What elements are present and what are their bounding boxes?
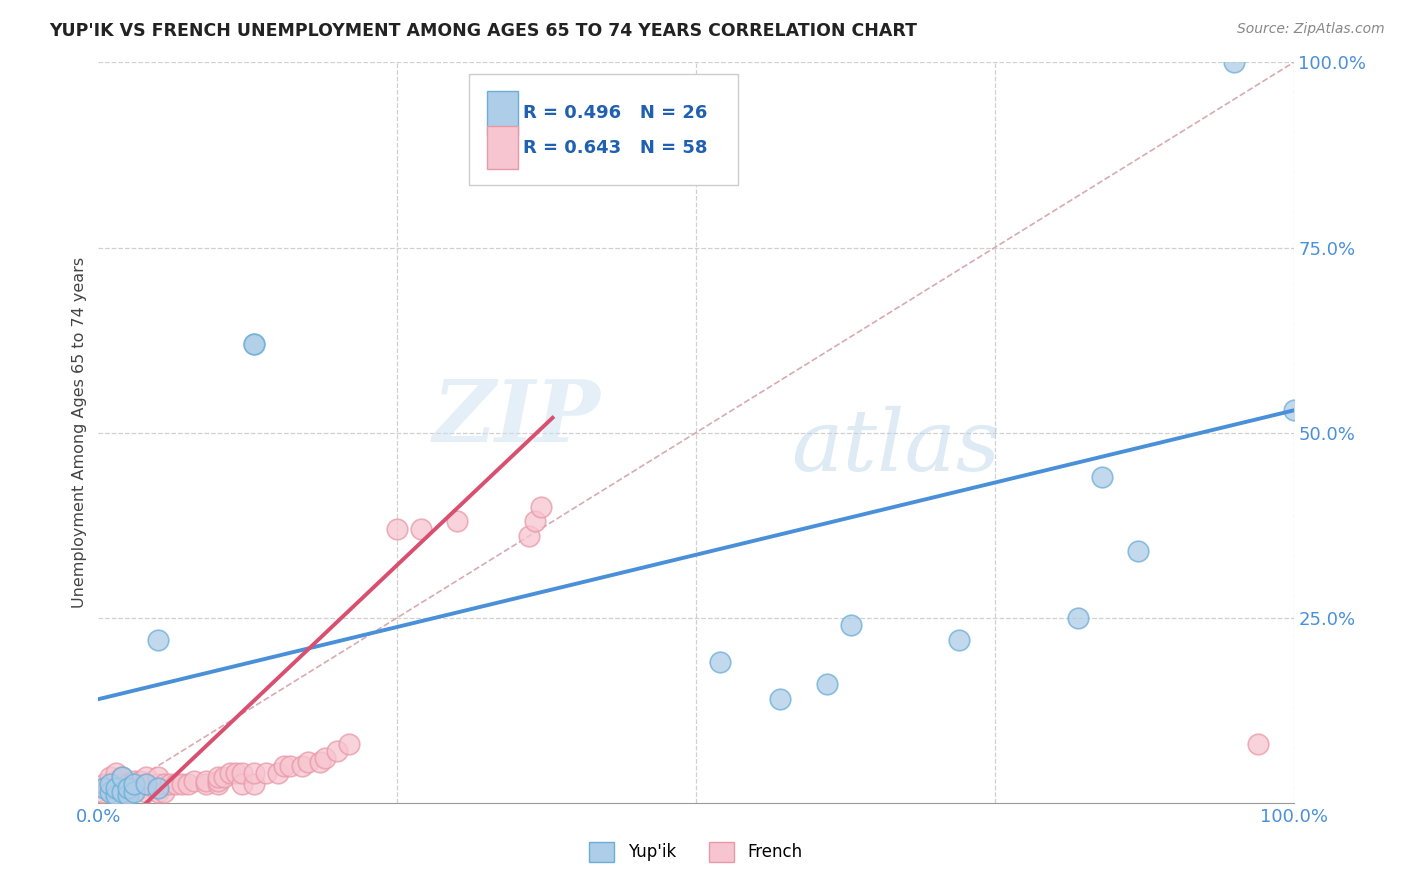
Point xyxy=(98,780,122,795)
Point xyxy=(254,766,277,780)
Point xyxy=(124,780,146,795)
Point xyxy=(523,515,546,529)
Point xyxy=(243,336,266,351)
Point xyxy=(135,770,157,784)
Point xyxy=(105,780,128,795)
Point xyxy=(111,770,134,784)
Point xyxy=(153,785,176,799)
Point xyxy=(105,780,128,795)
Point xyxy=(148,780,170,795)
Point xyxy=(117,780,139,795)
Point xyxy=(111,785,134,799)
Point xyxy=(243,766,266,780)
FancyBboxPatch shape xyxy=(486,91,517,135)
Point xyxy=(98,777,122,791)
Point xyxy=(841,618,863,632)
Point xyxy=(148,777,170,791)
Point xyxy=(315,751,337,765)
Point xyxy=(172,777,194,791)
Point xyxy=(530,500,553,514)
Point xyxy=(148,770,170,784)
Point xyxy=(278,758,301,772)
Point xyxy=(165,777,187,791)
Point xyxy=(195,773,218,788)
Point xyxy=(207,777,229,791)
Text: R = 0.496   N = 26: R = 0.496 N = 26 xyxy=(523,103,707,122)
Point xyxy=(1128,544,1150,558)
Point xyxy=(183,773,205,788)
Point xyxy=(111,770,134,784)
Point xyxy=(195,777,218,791)
FancyBboxPatch shape xyxy=(470,73,738,185)
Point xyxy=(117,777,139,791)
Point xyxy=(105,789,128,803)
Point xyxy=(148,785,170,799)
Point xyxy=(177,777,200,791)
Point xyxy=(93,780,115,795)
Point xyxy=(105,773,128,788)
Point xyxy=(124,777,146,791)
Y-axis label: Unemployment Among Ages 65 to 74 years: Unemployment Among Ages 65 to 74 years xyxy=(72,257,87,608)
Point xyxy=(124,773,146,788)
Point xyxy=(1067,610,1090,624)
Point xyxy=(243,777,266,791)
Point xyxy=(135,777,157,791)
Point xyxy=(98,770,122,784)
Text: ZIP: ZIP xyxy=(433,376,600,459)
Point xyxy=(111,785,134,799)
Point xyxy=(517,529,540,543)
Point xyxy=(446,515,468,529)
Point xyxy=(219,766,242,780)
Point xyxy=(231,777,253,791)
Point xyxy=(308,755,330,769)
Point xyxy=(948,632,970,647)
Point xyxy=(267,766,290,780)
Legend: Yup'ik, French: Yup'ik, French xyxy=(582,835,810,869)
Point xyxy=(385,522,409,536)
Point xyxy=(98,785,122,799)
Point xyxy=(1223,55,1246,70)
Point xyxy=(129,780,152,795)
Point xyxy=(273,758,295,772)
Point xyxy=(153,777,176,791)
Text: R = 0.643   N = 58: R = 0.643 N = 58 xyxy=(523,138,707,157)
Point xyxy=(339,737,361,751)
Point xyxy=(297,755,319,769)
Point xyxy=(225,766,247,780)
Point xyxy=(135,785,157,799)
Point xyxy=(1282,403,1305,417)
Point xyxy=(91,785,114,799)
Point xyxy=(148,632,170,647)
Text: YUP'IK VS FRENCH UNEMPLOYMENT AMONG AGES 65 TO 74 YEARS CORRELATION CHART: YUP'IK VS FRENCH UNEMPLOYMENT AMONG AGES… xyxy=(49,22,917,40)
Point xyxy=(768,692,790,706)
FancyBboxPatch shape xyxy=(486,126,517,169)
Point xyxy=(326,744,349,758)
Point xyxy=(207,773,229,788)
Text: Source: ZipAtlas.com: Source: ZipAtlas.com xyxy=(1237,22,1385,37)
Point xyxy=(231,766,253,780)
Point xyxy=(709,655,731,669)
Point xyxy=(93,777,115,791)
Text: atlas: atlas xyxy=(792,406,1001,489)
Point xyxy=(105,766,128,780)
Point xyxy=(159,777,181,791)
Point xyxy=(411,522,433,536)
Point xyxy=(117,789,139,803)
Point xyxy=(1247,737,1270,751)
Point xyxy=(111,777,134,791)
Point xyxy=(207,770,229,784)
Point xyxy=(1091,470,1114,484)
Point xyxy=(117,785,139,799)
Point xyxy=(124,785,146,799)
Point xyxy=(815,677,838,691)
Point xyxy=(129,773,152,788)
Point xyxy=(291,758,314,772)
Point xyxy=(135,777,157,791)
Point xyxy=(243,336,266,351)
Point xyxy=(212,770,235,784)
